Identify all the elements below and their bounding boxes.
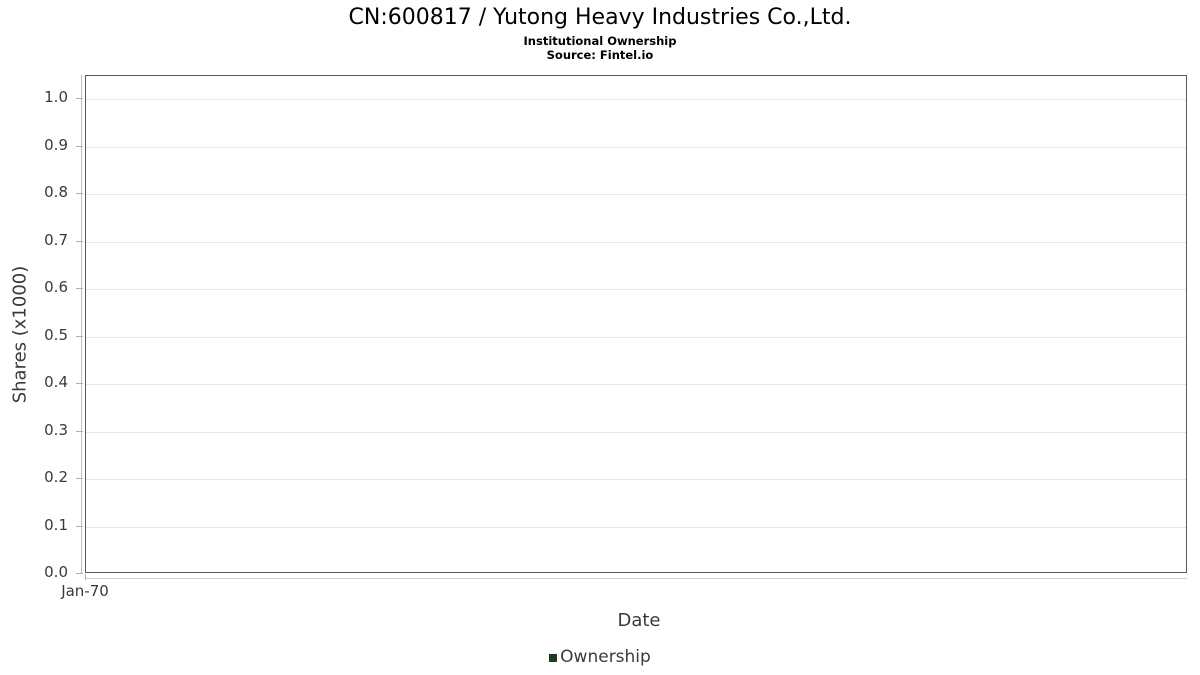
y-axis-tick: [76, 430, 83, 432]
gridline: [86, 289, 1186, 290]
y-axis-tick-label: 0.9: [44, 135, 68, 154]
gridline: [86, 384, 1186, 385]
y-axis-title: Shares (x1000): [9, 265, 31, 404]
y-axis-tick-label: 0.7: [44, 230, 68, 249]
y-axis-tick-label: 0.0: [44, 563, 68, 581]
x-axis-tick: [85, 574, 86, 580]
y-axis-tick-label: 0.2: [44, 468, 68, 486]
page-title: CN:600817 / Yutong Heavy Industries Co.,…: [348, 5, 852, 30]
x-axis-title: Date: [617, 610, 661, 631]
y-axis-tick-label: 0.5: [44, 325, 68, 344]
chart-subtitle: Institutional Ownership: [523, 34, 677, 48]
gridline: [86, 431, 1186, 433]
x-axis-tick-label: Jan-70: [61, 582, 109, 600]
legend-item-ownership[interactable]: Ownership: [549, 648, 651, 667]
y-axis-tick: [76, 193, 83, 194]
chart-title-block: CN:600817 / Yutong Heavy Industries Co.,…: [0, 4, 1200, 62]
gridline: [86, 479, 1186, 480]
gridline: [86, 194, 1186, 195]
y-axis-tick: [76, 145, 83, 147]
y-axis-tick: [76, 288, 83, 289]
y-axis-tick-label: 0.3: [44, 420, 68, 439]
chart-legend: Ownership: [0, 648, 1200, 667]
y-axis-tick-label: 0.4: [44, 373, 68, 391]
chart-source-attribution: Source: Fintel.io: [546, 48, 654, 62]
legend-item-label: Ownership: [560, 647, 651, 667]
y-axis-tick-label: 0.8: [44, 183, 68, 201]
y-axis-tick-label: 0.6: [44, 278, 68, 296]
y-axis-spine: [81, 75, 82, 574]
gridline: [86, 99, 1186, 100]
plot-area: [85, 75, 1187, 573]
y-axis-tick-label: 1.0: [44, 88, 68, 106]
y-axis-tick: [76, 573, 83, 574]
legend-square-marker: [549, 653, 558, 662]
gridline-group: [86, 76, 1186, 572]
y-axis-tick: [76, 478, 83, 479]
y-axis-tick: [76, 240, 83, 242]
y-axis-tick: [76, 335, 83, 337]
gridline: [86, 526, 1186, 528]
y-axis-tick: [76, 525, 83, 527]
y-axis-tick-label: 0.1: [44, 515, 68, 534]
gridline: [86, 241, 1186, 243]
gridline: [86, 336, 1186, 338]
y-axis-tick: [76, 383, 83, 384]
gridline: [86, 146, 1186, 148]
x-axis-spine: [85, 578, 1187, 579]
y-axis-tick: [76, 98, 83, 99]
